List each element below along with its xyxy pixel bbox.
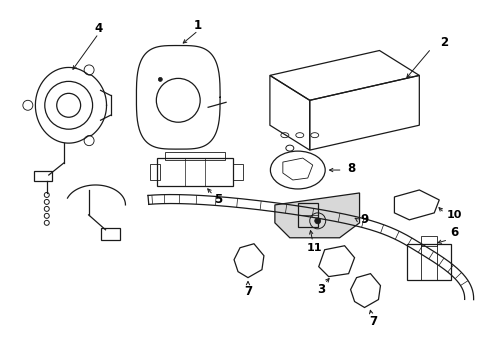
Bar <box>150 164 160 180</box>
Polygon shape <box>274 193 359 238</box>
Text: 11: 11 <box>306 243 322 253</box>
Text: 5: 5 <box>214 193 222 206</box>
Bar <box>297 203 317 227</box>
Bar <box>233 164 243 180</box>
Circle shape <box>314 218 320 224</box>
Text: 10: 10 <box>446 210 461 220</box>
Text: 2: 2 <box>439 36 447 49</box>
Text: 7: 7 <box>368 315 377 328</box>
Text: 8: 8 <box>347 162 355 175</box>
Bar <box>407 244 450 280</box>
Bar <box>157 158 233 186</box>
Bar <box>34 171 52 181</box>
Text: 6: 6 <box>449 226 457 239</box>
Text: 9: 9 <box>360 213 368 226</box>
Text: 1: 1 <box>194 19 202 32</box>
Circle shape <box>158 77 162 81</box>
Text: 7: 7 <box>244 285 251 298</box>
Bar <box>421 236 436 246</box>
Text: 3: 3 <box>317 283 325 296</box>
Bar <box>101 228 120 240</box>
Text: 4: 4 <box>94 22 102 35</box>
Bar <box>165 152 224 160</box>
